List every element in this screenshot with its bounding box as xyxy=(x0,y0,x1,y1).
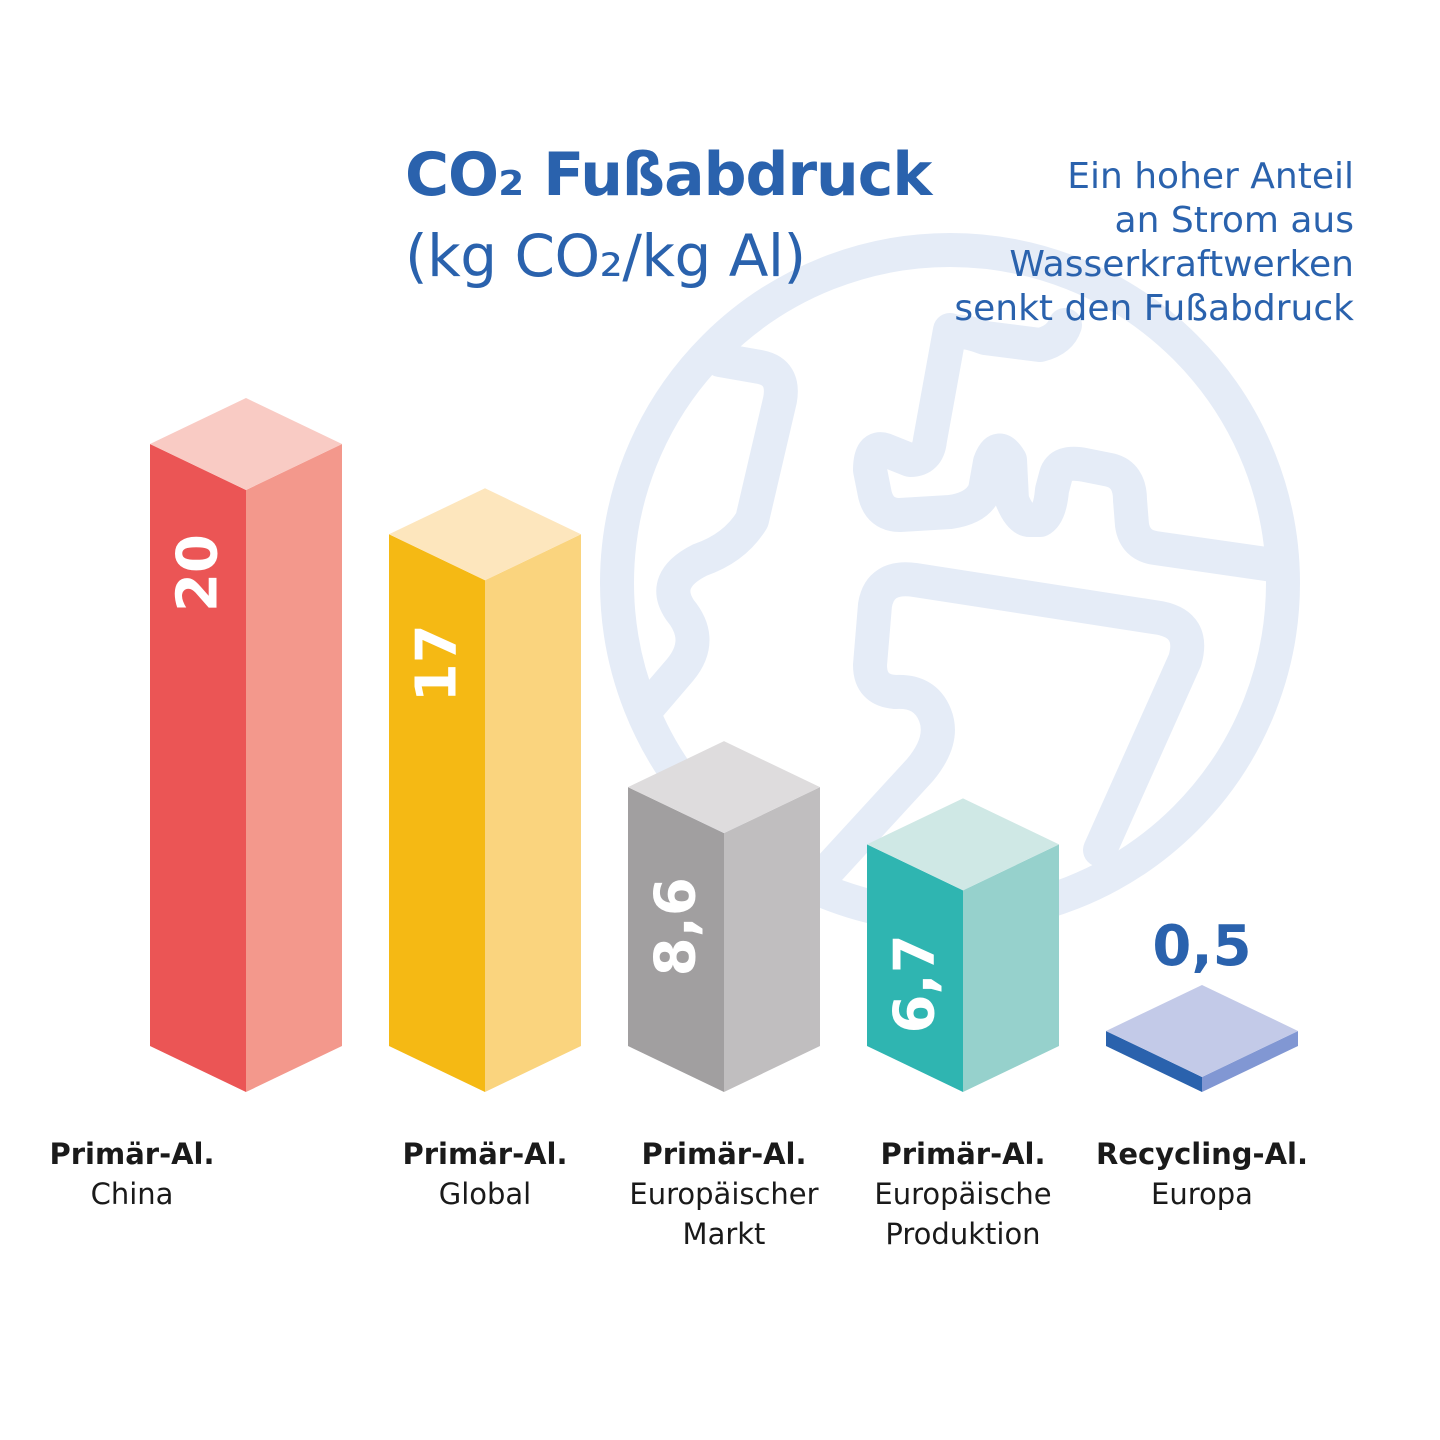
bar-side-face xyxy=(1202,1030,1298,1092)
category-label-line: China xyxy=(90,1177,174,1211)
bar xyxy=(1106,984,1298,1092)
category-label-line: Europäische xyxy=(874,1177,1052,1211)
note-line: Wasserkraftwerken xyxy=(1009,244,1354,285)
bar-top-face xyxy=(1106,984,1298,1077)
bar-front-face xyxy=(867,844,963,1092)
bar-front-face xyxy=(628,787,724,1092)
bar-front-face xyxy=(150,444,246,1092)
note-line: senkt den Fußabdruck xyxy=(954,288,1354,329)
data-label: 20 xyxy=(166,534,231,612)
bar-side-face xyxy=(963,844,1059,1092)
bars: 20 17 8,6 6,7 0,5 xyxy=(150,398,1298,1092)
category-label: Primär-Al. Europäischer Markt xyxy=(604,1134,844,1254)
data-label: 17 xyxy=(405,624,470,702)
bar-front-face xyxy=(389,534,485,1092)
bar-top-face xyxy=(628,741,820,834)
bar xyxy=(150,398,342,1092)
category-label-line: Primär-Al. xyxy=(880,1137,1046,1171)
category-label-line: Primär-Al. xyxy=(49,1137,215,1171)
chart-title: CO₂ Fußabdruck xyxy=(405,140,932,210)
note-line: Ein hoher Anteil xyxy=(1067,156,1354,197)
category-label-line: Recycling-Al. xyxy=(1095,1137,1308,1171)
data-label: 0,5 xyxy=(1152,914,1251,979)
bar-side-face xyxy=(485,534,581,1092)
data-label: 8,6 xyxy=(644,877,709,976)
category-label-line: Primär-Al. xyxy=(402,1137,568,1171)
bar-side-face xyxy=(724,787,820,1092)
bar-front-face xyxy=(1106,1030,1202,1092)
bar-side-face xyxy=(246,444,342,1092)
data-label: 6,7 xyxy=(883,934,948,1033)
chart-unit: (kg CO₂/kg Al) xyxy=(405,222,806,290)
category-label: Recycling-Al. Europa xyxy=(1082,1134,1322,1214)
category-label-line: Europäischer xyxy=(629,1177,819,1211)
bar xyxy=(867,798,1059,1092)
category-label-line: Primär-Al. xyxy=(641,1137,807,1171)
chart-note: Ein hoher Anteil an Strom aus Wasserkraf… xyxy=(834,155,1354,331)
bar-top-face xyxy=(389,488,581,581)
category-label: Primär-Al. China xyxy=(12,1134,252,1214)
category-label-line: Europa xyxy=(1151,1177,1253,1211)
bar xyxy=(389,488,581,1092)
category-label: Primär-Al. Global xyxy=(365,1134,605,1214)
category-label: Primär-Al. Europäische Produktion xyxy=(843,1134,1083,1254)
bar-top-face xyxy=(867,798,1059,891)
bar-top-face xyxy=(150,398,342,490)
category-label-line: Global xyxy=(438,1177,532,1211)
bar xyxy=(628,741,820,1092)
note-line: an Strom aus xyxy=(1114,200,1354,241)
category-label-line: Produktion xyxy=(885,1217,1041,1251)
category-label-line: Markt xyxy=(682,1217,766,1251)
